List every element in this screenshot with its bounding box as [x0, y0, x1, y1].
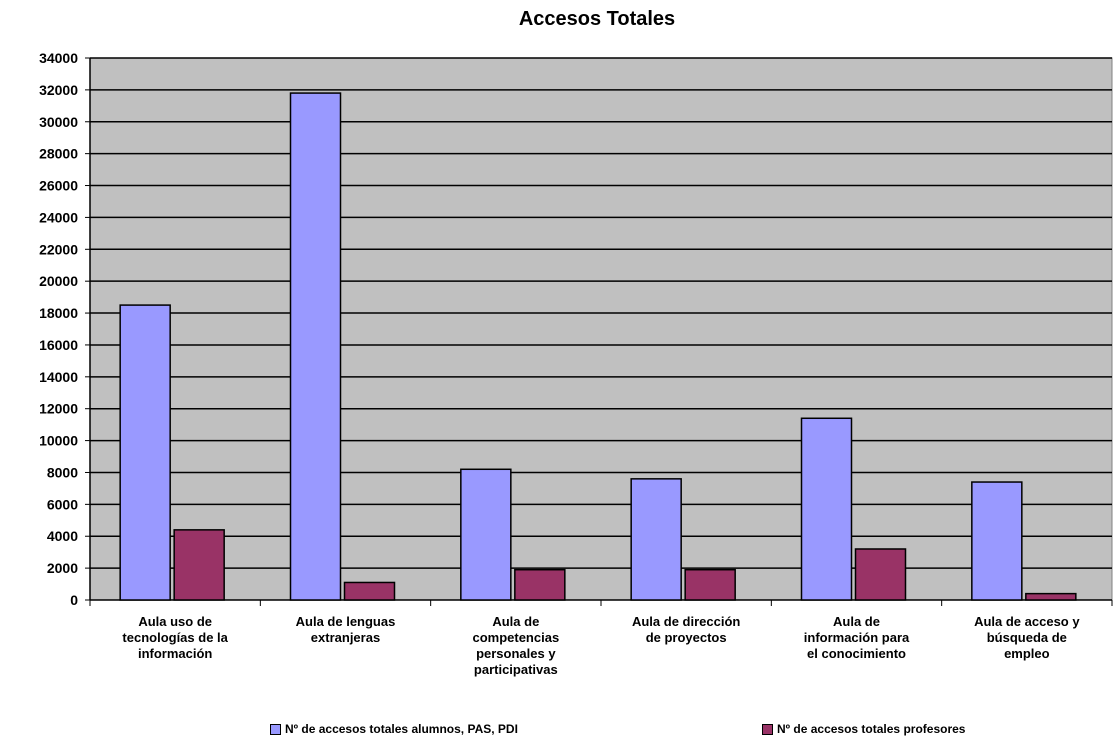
y-tick-label: 26000: [39, 178, 78, 194]
bar-alumnos: [630, 478, 682, 601]
x-category-label-line: el conocimiento: [807, 646, 906, 661]
bar-profesores: [1025, 592, 1077, 601]
y-tick-label: 32000: [39, 82, 78, 98]
x-category-label-line: de proyectos: [645, 630, 727, 645]
y-tick-label: 8000: [47, 464, 78, 480]
legend-item-alumnos: Nº de accesos totales alumnos, PAS, PDI: [270, 722, 518, 736]
y-tick-label: 14000: [39, 369, 78, 385]
bar-profesores: [684, 568, 736, 601]
x-category-label-line: Aula de: [833, 614, 880, 629]
bar-alumnos: [800, 417, 853, 601]
y-tick-label: 16000: [39, 337, 78, 353]
y-tick-label: 18000: [39, 305, 78, 321]
x-category-label-line: competencias: [472, 630, 560, 645]
plot-area: [89, 57, 1113, 601]
y-tick-label: 4000: [47, 528, 78, 544]
x-category-label: Aula de acceso y búsqueda de empleo: [947, 614, 1107, 662]
y-tick-label: 28000: [39, 146, 78, 162]
x-category-label-line: empleo: [1004, 646, 1050, 661]
y-tick-label: 2000: [47, 560, 78, 576]
legend-item-profesores: Nº de accesos totales profesores: [762, 722, 965, 736]
x-category-label-line: Aula uso de: [138, 614, 212, 629]
x-category-label-line: Aula de acceso y: [974, 614, 1080, 629]
x-category-label-line: tecnologías de la: [122, 630, 228, 645]
bar-alumnos: [460, 468, 512, 601]
y-tick-label: 24000: [39, 209, 78, 225]
x-category-label-line: Aula de lenguas: [295, 614, 396, 629]
y-tick-label: 22000: [39, 241, 78, 257]
bar-alumnos: [119, 304, 171, 601]
x-category-label: Aula uso de tecnologías de la información: [95, 614, 255, 662]
bar-profesores: [854, 548, 907, 601]
x-category-label: Aula de información para el conocimiento: [777, 614, 937, 662]
x-category-label-line: Aula de: [492, 614, 540, 629]
bar-profesores: [343, 581, 396, 601]
x-category-label: Aula de competencias personales y participa…: [436, 614, 596, 678]
y-tick-label: 20000: [39, 273, 78, 289]
x-category-label: Aula de dirección de proyectos: [606, 614, 766, 646]
chart-title: Accesos Totales: [518, 8, 676, 30]
y-tick-label: 0: [70, 592, 78, 608]
bar-alumnos: [289, 92, 342, 601]
y-tick-label: 30000: [39, 114, 78, 130]
x-category-label-line: personales y: [476, 646, 556, 661]
y-tick-label: 6000: [47, 496, 78, 512]
legend-label-profesores: Nº de accesos totales profesores: [777, 722, 966, 736]
x-category-label-line: información: [137, 646, 213, 661]
bar-profesores: [514, 568, 566, 601]
x-category-label-line: Aula de dirección: [631, 614, 741, 629]
x-category-label: Aula de lenguas extranjeras: [266, 614, 426, 646]
legend-label-alumnos: Nº de accesos totales alumnos, PAS, PDI: [285, 722, 518, 736]
y-tick-label: 10000: [39, 433, 78, 449]
bar-alumnos: [971, 481, 1023, 601]
x-category-label-line: participativas: [473, 662, 558, 677]
legend-swatch-profesores: [762, 723, 773, 735]
x-category-label-line: extranjeras: [310, 630, 381, 645]
bar-profesores: [173, 529, 225, 601]
x-category-label-line: búsqueda de: [986, 630, 1067, 645]
legend-swatch-alumnos: [270, 723, 281, 735]
x-category-label-line: información para: [803, 630, 910, 645]
y-tick-label: 12000: [39, 401, 78, 417]
y-tick-label: 34000: [39, 50, 78, 66]
